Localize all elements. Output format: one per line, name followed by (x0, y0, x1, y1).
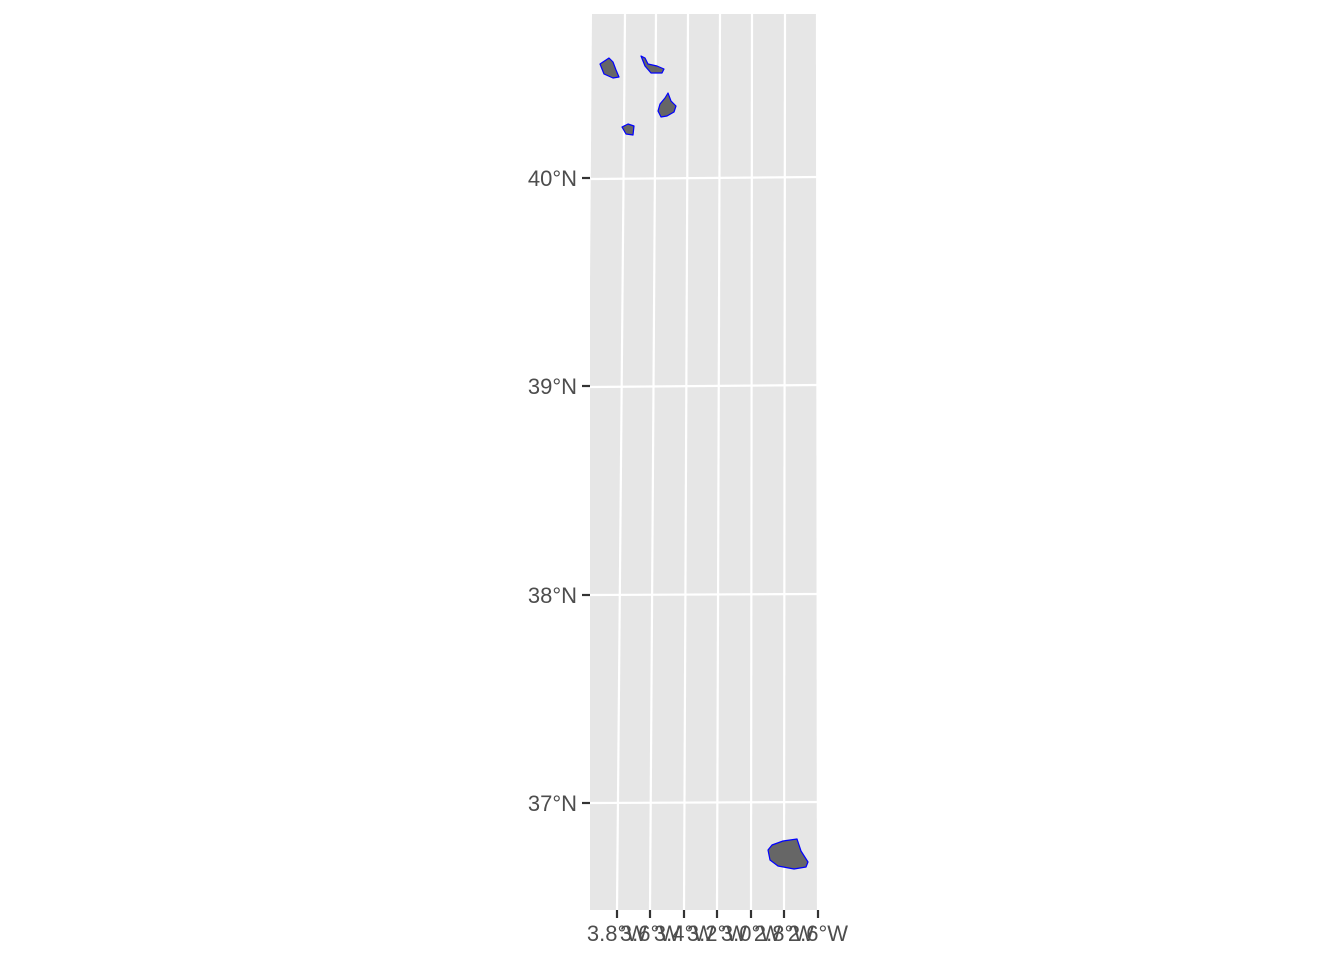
map-feature-east[interactable] (657, 92, 677, 118)
map-feature-northwest[interactable] (599, 57, 620, 79)
grid-line-lon-3.2 (715, 13, 722, 911)
x-tick-label-3.6: 3.6°W (620, 921, 680, 946)
grid-line-lon-3.6 (648, 13, 658, 911)
map-feature-small[interactable] (621, 123, 635, 136)
grid-line-lon-3.0 (749, 13, 754, 911)
grid-line-lon-3.8 (615, 13, 627, 911)
map-feature-north[interactable] (640, 55, 665, 74)
x-axis: 3.8°W 3.6°W 3.4°W 3.2°W 3.0°W 2.8°W 2.6°… (587, 910, 848, 946)
grid-line-lon-2.8 (782, 13, 787, 911)
grid-line-lat-39 (589, 383, 819, 389)
x-tick-label-2.8: 2.8°W (754, 921, 814, 946)
y-tick-label-39: 39°N (528, 374, 577, 399)
y-tick-label-38: 38°N (528, 583, 577, 608)
x-tick-label-3.4: 3.4°W (654, 921, 714, 946)
x-tick-label-2.6: 2.6°W (788, 921, 848, 946)
grid-line-lat-37 (589, 800, 819, 805)
grid-line-lon-2.6 (815, 13, 820, 911)
x-tick-label-3.0: 3.0°W (721, 921, 781, 946)
grid-line-lat-40 (590, 175, 819, 181)
longitude-grid (615, 13, 820, 911)
y-tick-label-37: 37°N (528, 791, 577, 816)
grid-line-lon-3.4 (682, 13, 690, 911)
y-axis: 40°N 39°N 38°N 37°N (528, 166, 590, 816)
x-tick-label-3.8: 3.8°W (587, 921, 647, 946)
x-tick-label-3.2: 3.2°W (687, 921, 747, 946)
features (599, 55, 809, 870)
map-panel (590, 14, 818, 910)
grid-line-lat-38 (589, 592, 819, 597)
y-tick-label-40: 40°N (528, 166, 577, 191)
map-feature-south[interactable] (767, 838, 809, 870)
latitude-grid (589, 175, 819, 805)
